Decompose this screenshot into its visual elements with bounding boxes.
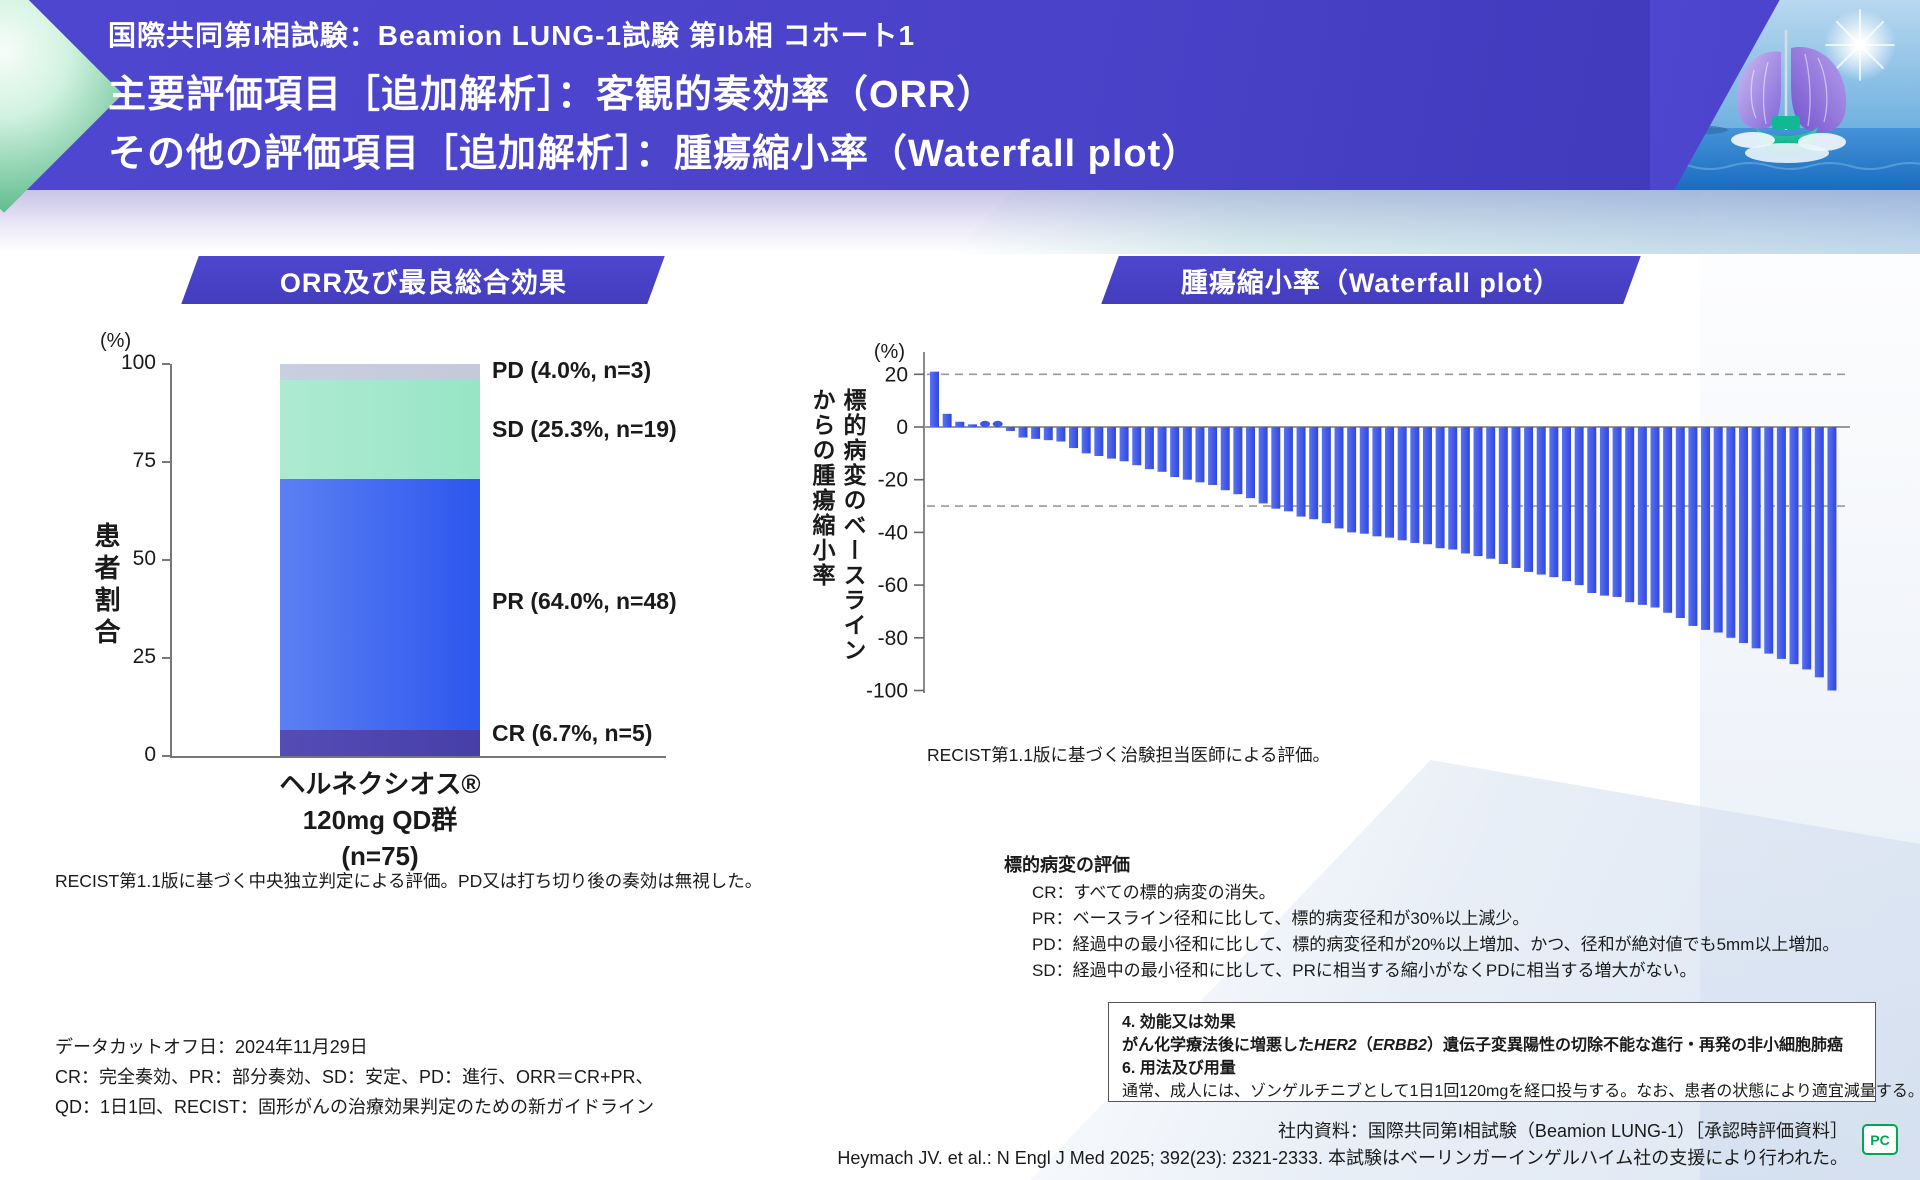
lesion-eval-pr: PR：ベースライン径和に比して、標的病変径和が30%以上減少。 [1032, 909, 1530, 928]
orr-ytick-mark-100 [162, 363, 170, 365]
orr-segment-SD [280, 379, 480, 479]
orr-y-axis-unit: (%) [100, 330, 132, 352]
dosage-heading: 6. 用法及び用量 [1122, 1060, 1236, 1077]
lesion-evaluation-title: 標的病変の評価 [1004, 855, 1130, 875]
orr-y-axis-line [170, 364, 172, 758]
svg-text:-40: -40 [878, 521, 908, 544]
footer-reference-publication: Heymach JV. et al.: N Engl J Med 2025; 3… [837, 1148, 1848, 1168]
waterfall-bars [930, 371, 1837, 691]
lesion-evaluation-block: 標的病変の評価 CR：すべての標的病変の消失。 PR：ベースライン径和に比して、… [1004, 852, 1839, 984]
orr-x-label-dose: 120mg QD群 [302, 805, 458, 835]
svg-text:-20: -20 [878, 469, 908, 492]
page-title-line1: 主要評価項目［追加解析］：客観的奏効率（ORR） [108, 74, 996, 116]
abbreviation-line1: CR：完全奏効、PR：部分奏効、SD：安定、PD：進行、ORR＝CR+PR、 [55, 1067, 654, 1087]
waterfall-y-axis-unit: (%) [874, 341, 905, 363]
green-diamond-accent [0, 0, 123, 213]
svg-text:0: 0 [896, 416, 908, 439]
orr-label-cr: CR (6.7%, n=5) [492, 720, 653, 746]
indication-body: がん化学療法後に増悪したHER2（ERBB2）遺伝子変異陽性の切除不能な進行・再… [1122, 1034, 1862, 1057]
data-cutoff-line: データカットオフ日：2024年11月29日 [55, 1037, 368, 1057]
orr-ytick-mark-75 [162, 461, 170, 463]
gene-erbb2: ERBB2 [1372, 1037, 1427, 1054]
orr-label-pr: PR (64.0%, n=48) [492, 588, 677, 614]
footer-references: 社内資料：国際共同第I相試験（Beamion LUNG-1）［承認時評価資料］ … [837, 1118, 1848, 1172]
header-fade-band [0, 190, 1920, 252]
orr-x-axis-line [170, 756, 666, 758]
waterfall-y-axis-title: 標的病変のベースライン からの腫瘍縮小率 [806, 388, 868, 728]
orr-label-sd: SD (25.3%, n=19) [492, 416, 677, 442]
orr-ytick-mark-25 [162, 657, 170, 659]
lesion-eval-pd: PD：経過中の最小径和に比して、標的病変径和が20%以上増加、かつ、径和が絶対値… [1032, 935, 1840, 954]
orr-x-label-n: (n=75) [341, 841, 419, 871]
abbreviation-line2: QD：1日1回、RECIST：固形がんの治療効果判定のための新ガイドライン [55, 1097, 655, 1117]
orr-x-axis-category: ヘルネクシオス® 120mg QD群 (n=75) [250, 766, 510, 874]
lesion-eval-sd: SD：経過中の最小径和に比して、PRに相当する縮小がなくPDに相当する増大がない… [1032, 961, 1697, 980]
svg-text:20: 20 [885, 363, 908, 386]
svg-text:-80: -80 [878, 627, 908, 650]
orr-ytick-mark-0 [162, 755, 170, 757]
orr-y-axis-title: 患者割合 [91, 522, 121, 650]
waterfall-y-axis-title-line2: からの腫瘍縮小率 [809, 388, 835, 588]
waterfall-footnote: RECIST第1.1版に基づく治験担当医師による評価。 [927, 745, 1330, 765]
orr-ytick-75: 75 [132, 449, 156, 472]
header: 国際共同第I相試験：Beamion LUNG-1試験 第Ib相 コホート1 主要… [0, 0, 1920, 213]
orr-stacked-bar [280, 364, 480, 756]
footer-reference-internal: 社内資料：国際共同第I相試験（Beamion LUNG-1）［承認時評価資料］ [1277, 1121, 1848, 1141]
gene-her2: HER2 [1314, 1037, 1357, 1054]
indication-body-open-paren: （ [1356, 1037, 1373, 1054]
waterfall-section-banner: 腫瘍縮小率（Waterfall plot） [1101, 256, 1641, 304]
orr-ytick-50: 50 [132, 547, 156, 570]
lung-sailboat-image [1650, 0, 1920, 190]
orr-ytick-100: 100 [120, 351, 156, 374]
page-title-line2: その他の評価項目［追加解析］：腫瘍縮小率（Waterfall plot） [108, 133, 1201, 175]
trial-subtitle: 国際共同第I相試験：Beamion LUNG-1試験 第Ib相 コホート1 [108, 20, 916, 51]
orr-ytick-25: 25 [132, 645, 156, 668]
waterfall-section-banner-label: 腫瘍縮小率（Waterfall plot） [1180, 267, 1561, 298]
orr-segment-PD [280, 364, 480, 380]
waterfall-y-axis-title-line1: 標的病変のベースライン [840, 388, 866, 663]
indication-body-post: ）遺伝子変異陽性の切除不能な進行・再発の非小細胞肺癌 [1426, 1037, 1843, 1054]
orr-x-label-drug: ヘルネクシオス® [279, 769, 481, 799]
orr-section-banner: ORR及び最良総合効果 [181, 256, 665, 304]
orr-label-pd: PD (4.0%, n=3) [492, 357, 652, 383]
abbreviations-block: データカットオフ日：2024年11月29日 CR：完全奏効、PR：部分奏効、SD… [55, 1032, 654, 1122]
svg-text:-100: -100 [866, 680, 908, 703]
slide-title-block: 国際共同第I相試験：Beamion LUNG-1試験 第Ib相 コホート1 主要… [108, 14, 1200, 177]
orr-section-banner-label: ORR及び最良総合効果 [279, 267, 567, 298]
orr-segment-PR [280, 478, 480, 730]
orr-ytick-0: 0 [144, 743, 156, 766]
orr-ytick-mark-50 [162, 559, 170, 561]
dosage-body: 通常、成人には、ゾンゲルチニブとして1日1回120mgを経口投与する。なお、患者… [1122, 1083, 1920, 1100]
orr-footnote: RECIST第1.1版に基づく中央独立判定による評価。PD又は打ち切り後の奏効は… [55, 871, 763, 891]
pc-badge: PC [1862, 1124, 1898, 1155]
indication-body-pre: がん化学療法後に増悪した [1122, 1037, 1315, 1054]
lesion-eval-cr: CR：すべての標的病変の消失。 [1032, 883, 1276, 902]
indication-heading: 4. 効能又は効果 [1122, 1014, 1236, 1031]
svg-text:-60: -60 [878, 574, 908, 597]
waterfall-y-axis-ticks: 20 0 -20 -40 -60 -80 -100 [866, 363, 924, 703]
orr-segment-CR [280, 729, 480, 756]
waterfall-chart: (%) 20 0 -20 -40 -60 -80 -100 [866, 341, 1850, 703]
indication-dosage-box: 4. 効能又は効果 がん化学療法後に増悪したHER2（ERBB2）遺伝子変異陽性… [1108, 1002, 1920, 1102]
